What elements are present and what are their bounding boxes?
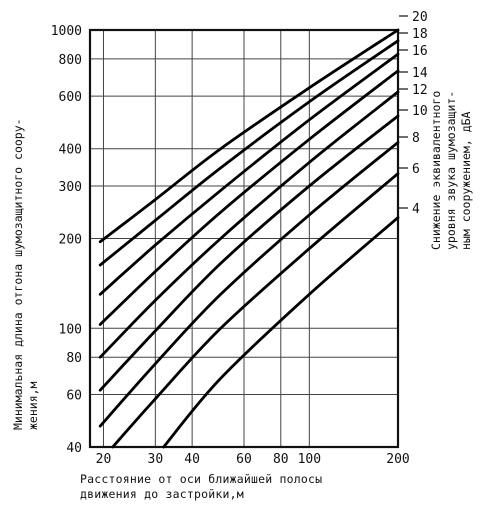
- y-tick-label: 80: [66, 351, 82, 366]
- y-axis-label-line-2: жения,м: [26, 381, 40, 430]
- x-tick-label: 100: [298, 452, 321, 467]
- curve-4-dba: [162, 216, 400, 449]
- y-tick-label: 800: [59, 53, 82, 68]
- curves: [98, 28, 400, 449]
- x-axis-label-line-1: Расстояние от оси ближайшей полосы: [80, 472, 323, 486]
- x-tick-label: 30: [148, 452, 164, 467]
- curve-12-dba: [98, 90, 400, 359]
- x-axis-label: Расстояние от оси ближайшей полосы движе…: [80, 472, 480, 502]
- right-axis-label-line-3: ным сооружением, дБА: [459, 111, 473, 250]
- right-axis-label-line-1: Снижение эквивалентного: [429, 91, 443, 250]
- x-tick-label: 200: [386, 452, 409, 467]
- x-axis-label-line-2: движения до застройки,м: [80, 487, 244, 501]
- curve-10-dba: [98, 114, 400, 392]
- plot-frame: [88, 28, 400, 449]
- right-tick-label: 8: [412, 131, 420, 146]
- x-tick-label: 80: [273, 452, 289, 467]
- right-axis-label-line-2: уровня звука шумозащит-: [444, 91, 458, 250]
- x-tick-label: 60: [236, 452, 252, 467]
- x-tick-label: 40: [184, 452, 200, 467]
- y-tick-label: 40: [66, 441, 82, 456]
- right-tick-label: 18: [412, 27, 428, 42]
- y-tick-labels: 40 60 80 100 200 300 400 600 800 1000: [51, 24, 82, 456]
- y-tick-label: 400: [59, 143, 82, 158]
- x-tick-labels: 20 30 40 60 80 100 200: [96, 452, 410, 467]
- y-tick-label: 100: [59, 322, 82, 337]
- curve-18-dba: [98, 39, 400, 267]
- right-tick-label: 12: [412, 83, 428, 98]
- right-tick-label: 20: [412, 10, 428, 25]
- right-tick-label: 4: [412, 202, 420, 217]
- y-tick-label: 200: [59, 233, 82, 248]
- right-tick-label: 16: [412, 44, 428, 59]
- y-axis-label-line-1: Минимальная длина отгона шумозащитного с…: [11, 118, 25, 430]
- right-tick-label: 10: [412, 104, 428, 119]
- curve-16-dba: [98, 52, 400, 296]
- right-tick-labels: 20 18 16 14 12 10 8 6 4: [399, 10, 428, 217]
- y-tick-label: 1000: [51, 24, 82, 39]
- y-tick-label: 60: [66, 388, 82, 403]
- right-tick-label: 6: [412, 162, 420, 177]
- y-tick-label: 600: [59, 90, 82, 105]
- x-tick-label: 20: [96, 452, 112, 467]
- right-axis-label: Снижение эквивалентного уровня звука шум…: [429, 84, 473, 250]
- curve-8-dba: [98, 141, 400, 428]
- y-tick-label: 300: [59, 180, 82, 195]
- right-tick-label: 14: [412, 66, 428, 81]
- curve-6-dba: [111, 172, 400, 449]
- y-axis-label: Минимальная длина отгона шумозащитного с…: [11, 112, 40, 431]
- curve-14-dba: [98, 69, 400, 326]
- curve-20-dba: [98, 28, 400, 244]
